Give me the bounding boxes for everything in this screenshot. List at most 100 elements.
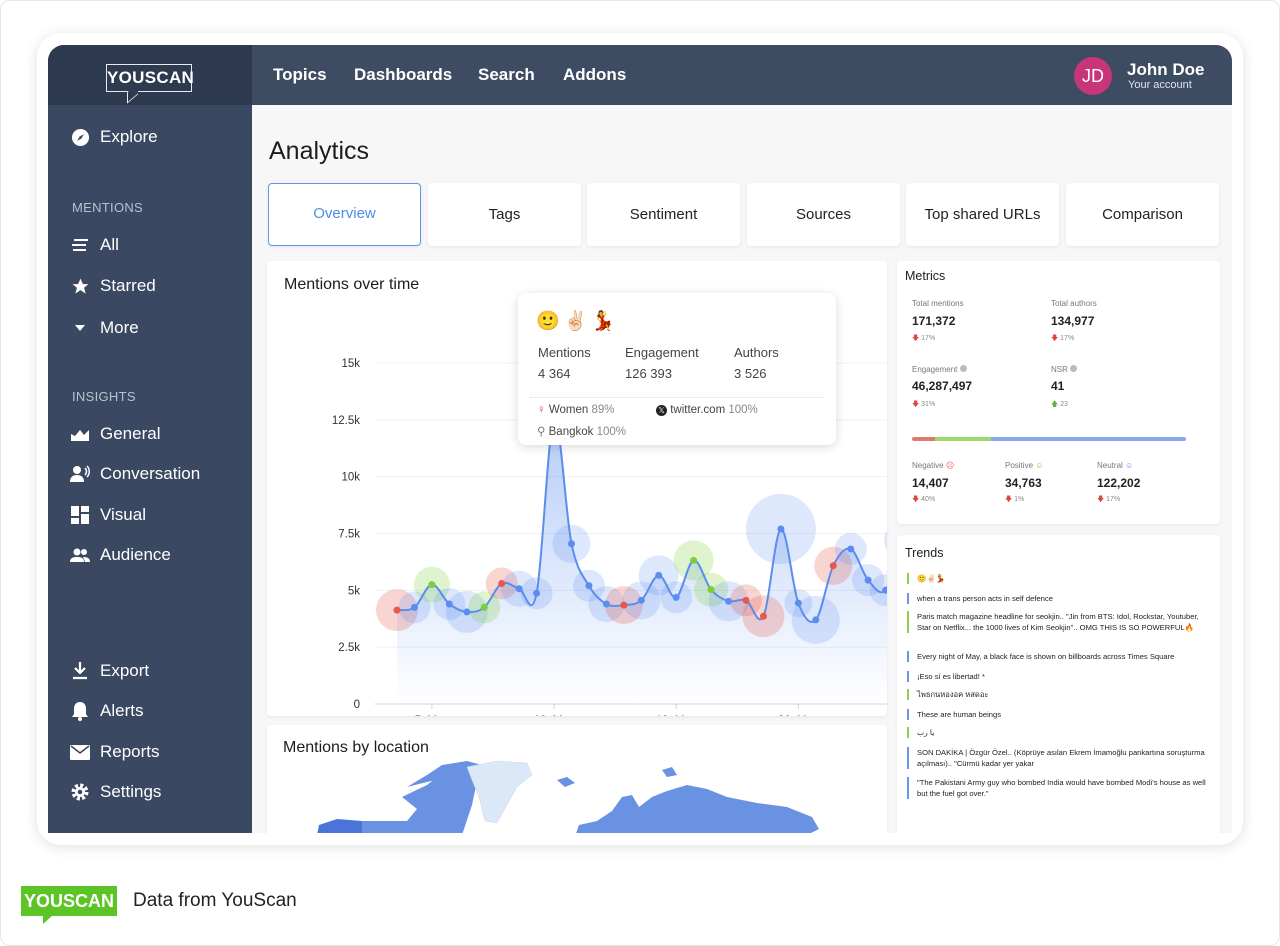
data-point[interactable] — [585, 582, 593, 590]
trend-item[interactable]: ไพธกนหองอค หสดอะ — [907, 689, 1207, 700]
data-point[interactable] — [410, 603, 418, 611]
data-point[interactable] — [812, 616, 820, 624]
data-point[interactable] — [602, 600, 610, 608]
data-point[interactable] — [428, 581, 436, 589]
youscan-logo[interactable]: YOUSCAN — [106, 64, 194, 92]
data-point[interactable] — [463, 608, 471, 616]
sidebar-item-label: General — [100, 424, 161, 443]
tab-sentiment[interactable]: Sentiment — [587, 183, 740, 246]
sidebar-item-starred[interactable]: Starred — [70, 276, 156, 296]
data-point[interactable] — [690, 556, 698, 564]
sidebar-item-settings[interactable]: Settings — [70, 782, 161, 802]
trend-item[interactable]: when a trans person acts in self defence — [907, 593, 1207, 604]
tab-sources[interactable]: Sources — [747, 183, 900, 246]
x-tick-label: 12. May — [534, 715, 575, 716]
data-point[interactable] — [480, 603, 488, 611]
data-point[interactable] — [725, 597, 733, 605]
location-title: Mentions by location — [283, 739, 429, 756]
data-point[interactable] — [847, 545, 855, 553]
arrow-down-icon: 🡇 — [1005, 496, 1013, 503]
data-point[interactable] — [742, 596, 750, 604]
grid-icon — [70, 505, 90, 525]
nav-topics[interactable]: Topics — [273, 65, 327, 84]
sidebar-item-all[interactable]: All — [70, 235, 119, 255]
data-point[interactable] — [515, 585, 523, 593]
tab-top-shared-urls[interactable]: Top shared URLs — [906, 183, 1059, 246]
sidebar-item-export[interactable]: Export — [70, 661, 149, 681]
sentiment-bar — [912, 437, 1186, 441]
location-value: 100% — [596, 426, 627, 438]
source-value: 100% — [728, 404, 758, 416]
data-point[interactable] — [445, 600, 453, 608]
tab-tags[interactable]: Tags — [428, 183, 581, 246]
metric-value: 41 — [1051, 379, 1065, 393]
data-point[interactable] — [637, 596, 645, 604]
avatar[interactable]: JD — [1074, 57, 1112, 95]
sentiment-label: Neutral ☺ — [1097, 461, 1133, 470]
sidebar-item-label: Conversation — [100, 464, 201, 483]
sidebar-item-audience[interactable]: Audience — [70, 545, 171, 565]
sidebar-item-reports[interactable]: Reports — [70, 742, 160, 762]
data-point[interactable] — [498, 580, 506, 588]
user-name[interactable]: John Doe — [1127, 60, 1205, 79]
trend-item[interactable]: Every night of May, a black face is show… — [907, 651, 1207, 662]
bubble-neutral[interactable] — [884, 521, 887, 559]
data-point[interactable] — [620, 601, 628, 609]
info-icon[interactable] — [959, 365, 967, 372]
sidebar-item-conversation[interactable]: Conversation — [70, 464, 200, 484]
delta-value: 17% — [1060, 335, 1075, 342]
trend-item[interactable]: "The Pakistani Army guy who bombed India… — [907, 777, 1207, 799]
data-point[interactable] — [568, 540, 575, 548]
metrics-panel: Metrics Total mentions 171,372 🡇 17% Tot… — [897, 261, 1220, 524]
sidebar-item-label: Audience — [100, 545, 171, 564]
arrow-down-icon: 🡇 — [1097, 496, 1105, 503]
label-text: NSR — [1051, 365, 1068, 374]
bell-icon — [70, 701, 90, 721]
chart-tooltip: 🙂✌🏻💃 Mentions 4 364 Engagement 126 393 A… — [518, 293, 836, 445]
trend-item[interactable]: Paris match magazine headline for seokji… — [907, 611, 1207, 633]
data-point[interactable] — [672, 593, 680, 601]
data-point[interactable] — [393, 606, 401, 614]
trend-item[interactable]: يا رب — [907, 727, 1207, 738]
account-link[interactable]: Your account — [1128, 79, 1192, 91]
sidebar-item-more[interactable]: More — [70, 318, 139, 338]
woman-icon: ♀ — [537, 404, 546, 416]
metrics-title: Metrics — [905, 269, 946, 283]
info-icon[interactable] — [1070, 365, 1078, 372]
data-point[interactable] — [533, 589, 541, 597]
trend-item[interactable]: These are human beings — [907, 709, 1207, 720]
nav-search[interactable]: Search — [478, 65, 535, 84]
data-point[interactable] — [829, 562, 837, 570]
metric-delta: 🡇 17% — [912, 334, 935, 345]
tooltip-gender: ♀ Women 89% — [537, 404, 614, 416]
data-point[interactable] — [794, 599, 802, 607]
chart-title: Mentions over time — [284, 276, 420, 293]
trend-item[interactable]: 🙂✌🏻💃 — [907, 573, 1207, 584]
arrow-up-icon: 🡅 — [1051, 401, 1059, 408]
sentiment-value: 14,407 — [912, 476, 949, 490]
nav-dashboards[interactable]: Dashboards — [354, 65, 453, 84]
data-point[interactable] — [777, 525, 785, 533]
y-tick-label: 12.5k — [332, 415, 360, 427]
x-tick-label: 19. May — [656, 715, 697, 716]
data-point[interactable] — [759, 612, 767, 620]
metric-delta: 🡇 17% — [1051, 334, 1074, 345]
sidebar-item-general[interactable]: General — [70, 424, 160, 444]
nav-addons[interactable]: Addons — [563, 65, 627, 84]
sidebar-item-alerts[interactable]: Alerts — [70, 701, 143, 721]
sidebar-item-visual[interactable]: Visual — [70, 505, 146, 525]
gender-value: 89% — [591, 404, 615, 416]
metric-label: NSR — [1051, 365, 1078, 374]
tab-overview[interactable]: Overview — [268, 183, 421, 246]
data-point[interactable] — [882, 586, 887, 594]
data-point[interactable] — [655, 571, 663, 579]
data-point[interactable] — [707, 586, 715, 594]
sidebar-item-explore[interactable]: Explore — [70, 127, 158, 147]
trend-item[interactable]: SON DAKİKA | Özgür Özel.. (Köprüye asıla… — [907, 747, 1207, 769]
delta-value: 1% — [1014, 496, 1025, 503]
y-tick-label: 10k — [341, 472, 360, 484]
tab-comparison[interactable]: Comparison — [1066, 183, 1219, 246]
trend-item[interactable]: ¡Eso sí es libertad! * — [907, 671, 1207, 682]
data-point[interactable] — [864, 576, 872, 584]
x-logo-icon: 𝕏 — [656, 405, 667, 416]
